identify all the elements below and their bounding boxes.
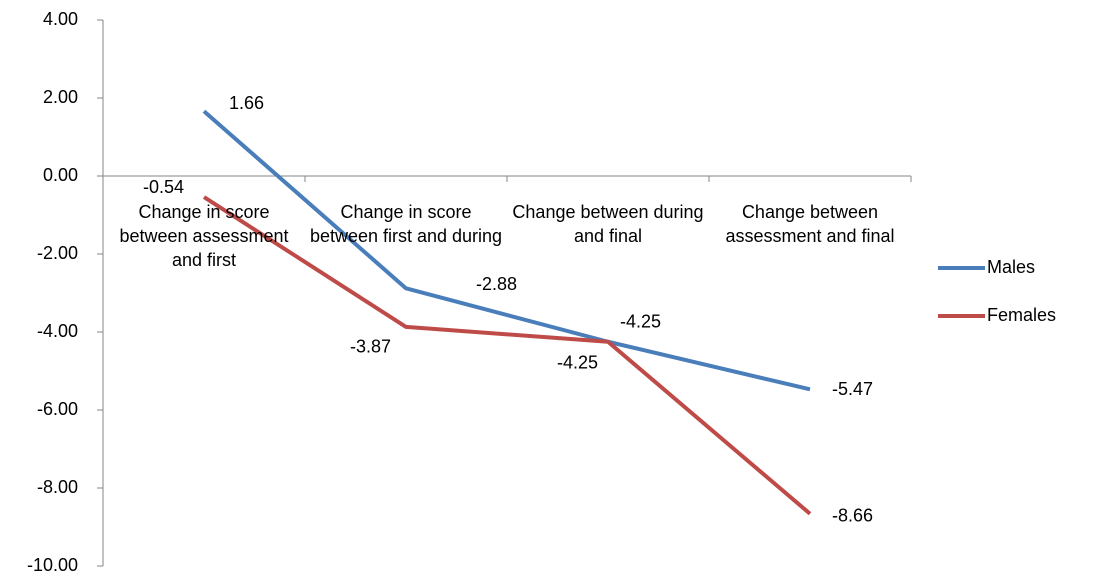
y-tick-label: -4.00 [37,321,78,341]
line-series [202,109,811,392]
data-label: -8.66 [832,505,873,525]
data-label: 1.66 [229,93,264,113]
data-label: -2.88 [476,274,517,294]
y-tick-label: 4.00 [43,9,78,29]
y-tick-label: -2.00 [37,243,78,263]
x-tick-label: Change between during and final [512,202,704,246]
y-tick-label: 2.00 [43,87,78,107]
data-label: -4.25 [557,353,598,373]
x-tick-label: Change in score between first and during [309,202,503,246]
y-tick-label: -10.00 [27,555,78,575]
x-tick-label: Change between assessment and final [725,202,895,246]
data-label: -0.54 [143,177,184,197]
y-tick-label: -6.00 [37,399,78,419]
y-tick-label: -8.00 [37,477,78,497]
legend-label: Males [987,257,1035,277]
legend-label: Females [987,305,1056,325]
x-tick-label: Change in score between assessment and f… [119,202,289,270]
data-label: -5.47 [832,379,873,399]
line-series [202,195,812,516]
y-tick-label: 0.00 [43,165,78,185]
data-label: -3.87 [350,337,391,357]
data-label: -4.25 [620,312,661,332]
